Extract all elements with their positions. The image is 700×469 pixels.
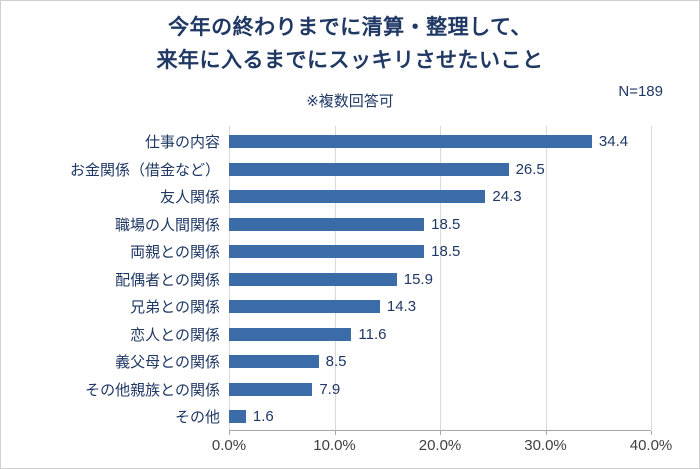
bar-value-label: 26.5 [515, 160, 545, 178]
bar [229, 135, 592, 149]
sample-size-label: N=189 [618, 83, 663, 100]
x-tick-mark [545, 430, 547, 435]
bar-value-label: 14.3 [386, 298, 417, 316]
x-tick-label: 0.0% [211, 436, 247, 454]
x-tick-mark [440, 430, 441, 435]
x-tick-label: 30.0% [524, 436, 567, 454]
gridline [440, 126, 441, 430]
bar-row: 11.6 [229, 321, 651, 349]
bar-value-label: 7.9 [319, 380, 341, 398]
multiple-answers-note: ※複数回答可 [306, 93, 394, 110]
bar-row: 34.4 [229, 128, 651, 156]
x-tick-label: 20.0% [418, 436, 462, 454]
bar-value-label: 8.5 [325, 353, 347, 371]
chart-title: 今年の終わりまでに清算・整理して、 来年に入るまでにスッキリさせたいこと [1, 11, 699, 77]
bar [229, 245, 425, 259]
bar [229, 190, 486, 204]
bar-row: 24.3 [229, 183, 651, 211]
bar-row: 1.6 [229, 403, 651, 431]
bar-row: 18.5 [229, 211, 651, 239]
bar-value-label: 24.3 [492, 188, 522, 206]
category-label: 仕事の内容 [144, 134, 220, 152]
bar [229, 272, 397, 286]
bar-value-label: 34.4 [598, 133, 629, 151]
bar-value-label: 15.9 [403, 270, 433, 288]
x-tick-mark [229, 430, 230, 435]
gridline [651, 126, 652, 430]
category-label: その他親族との関係 [85, 381, 220, 399]
bar [229, 327, 352, 341]
bar [229, 300, 380, 314]
category-label: 義父母との関係 [115, 354, 220, 372]
bar [229, 355, 319, 369]
bar [229, 217, 425, 231]
category-label: その他 [174, 409, 220, 427]
bar-row: 18.5 [229, 238, 651, 266]
chart-title-line2: 来年に入るまでにスッキリさせたいこと [156, 49, 544, 72]
x-tick-mark [334, 430, 336, 435]
bar-row: 14.3 [229, 293, 651, 321]
category-label: 配偶者との関係 [115, 271, 220, 289]
bar-row: 15.9 [229, 266, 651, 294]
bar-row: 8.5 [229, 348, 651, 376]
bar [229, 410, 246, 424]
bar-value-label: 18.5 [431, 243, 461, 261]
category-label: お金関係（借金など） [69, 161, 220, 179]
x-tick-label: 10.0% [313, 436, 356, 454]
category-label: 両親との関係 [130, 244, 220, 262]
category-label: 職場の人間関係 [114, 216, 220, 234]
bar [229, 162, 509, 176]
category-label: 恋人との関係 [130, 326, 220, 344]
bar-value-label: 1.6 [252, 408, 274, 426]
category-label: 友人関係 [159, 189, 220, 207]
bar-value-label: 18.5 [431, 215, 461, 233]
category-label: 兄弟との関係 [130, 299, 220, 317]
gridline [545, 126, 547, 430]
bar-row: 7.9 [229, 376, 651, 404]
bar-row: 26.5 [229, 156, 651, 184]
chart-title-line1: 今年の終わりまでに清算・整理して、 [168, 16, 532, 39]
bar-value-label: 11.6 [358, 325, 387, 343]
bar-rows: 仕事の内容 34.4 お金関係（借金など） 26.5 友人関係 24.3 職場の人間関係 18… [13, 128, 651, 431]
bar-chart: 仕事の内容 34.4 お金関係（借金など） 26.5 友人関係 24.3 職場の人間関係 18… [13, 126, 672, 454]
x-axis: 0.0% 10.0% 20.0% 30.0% 40.0% [212, 430, 672, 455]
x-tick-label: 40.0% [629, 436, 673, 454]
bar [229, 382, 313, 396]
x-tick-mark [651, 430, 652, 435]
